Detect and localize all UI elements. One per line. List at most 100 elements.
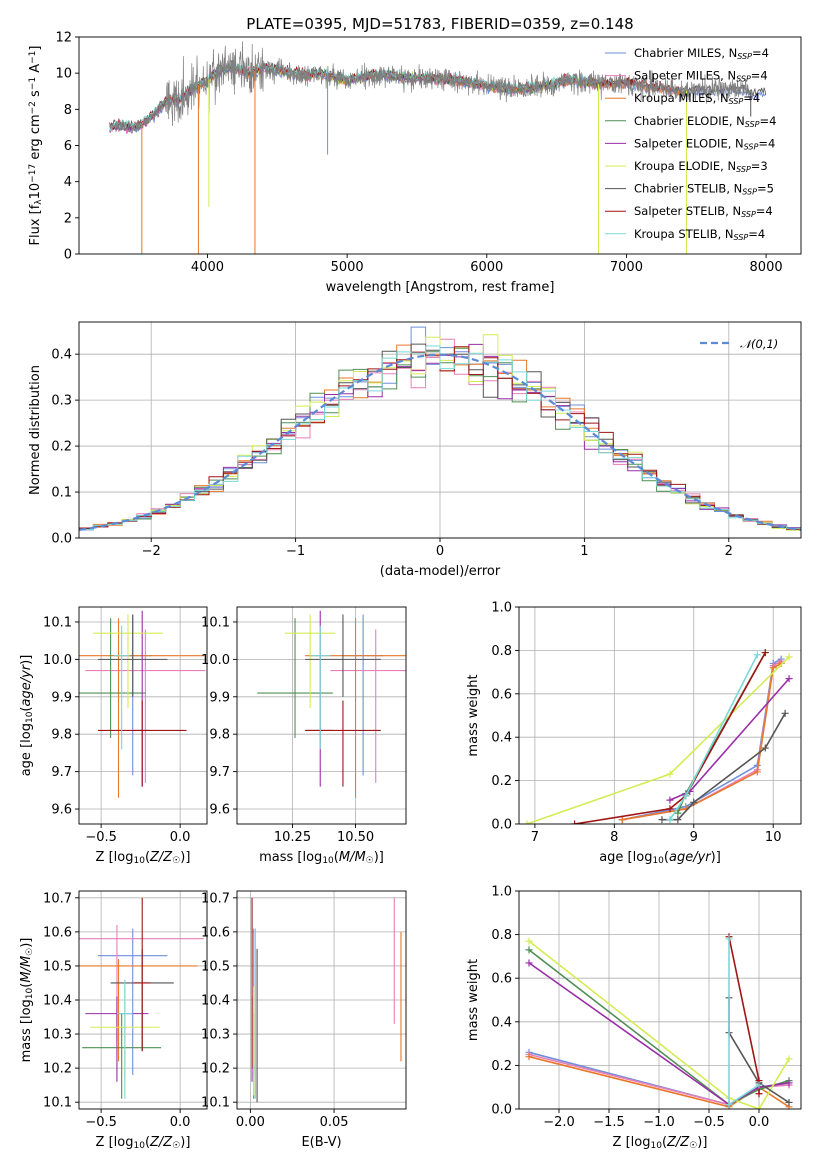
y-axis-label: Flux [fλ10−17 erg cm−2 s−1 A−1] <box>28 46 44 246</box>
label-part: )] <box>711 850 721 865</box>
x-tick-label: −1.5 <box>593 1115 625 1130</box>
x-axis-label: Z [log10(Z/Z☉)] <box>96 850 191 866</box>
weight-marker <box>690 798 698 806</box>
y-axis-label: mass [log10(M/M☉)] <box>19 938 35 1063</box>
label-part: s <box>28 90 43 101</box>
x-tick-label: 6000 <box>470 260 503 275</box>
weight-line <box>528 940 790 1109</box>
y-tick-label: 9.7 <box>209 765 230 780</box>
weight-marker <box>785 653 793 661</box>
weight-marker <box>666 796 674 804</box>
x-tick-label: −1.0 <box>643 1115 675 1130</box>
label-part: ( <box>664 850 669 865</box>
x-tick-label: 0.05 <box>320 1115 349 1130</box>
y-tick-label: 1.0 <box>491 601 512 616</box>
y-tick-label: 10.2 <box>43 1062 72 1077</box>
plot-spectrum: 4000 5000 6000 7000 8000 0 2 4 6 8 10 12 wavelength … <box>28 31 802 295</box>
y-tick-label: 0.0 <box>491 818 512 833</box>
weight-marker <box>666 816 674 824</box>
x-tick-label: 0.0 <box>170 1115 191 1130</box>
y-tick-label: 10.7 <box>43 891 72 906</box>
label-part: 10 <box>322 856 334 866</box>
label-part: 10 <box>650 1141 662 1151</box>
figure-title: PLATE=0395, MJD=51783, FIBERID=0359, z=0… <box>246 15 633 33</box>
y-tick-label: 0.4 <box>491 731 512 746</box>
y-tick-label: 9.6 <box>51 803 72 818</box>
y-tick-label: 0.6 <box>491 687 512 702</box>
label-part: )] <box>374 850 384 865</box>
y-tick-label: 0.0 <box>491 1103 512 1118</box>
x-axis-label: age [log10(age/yr)] <box>599 850 721 866</box>
x-axis-label: Z [log10(Z/Z☉)] <box>613 1135 708 1151</box>
legend-text: Salpeter ELODIE, N <box>634 136 744 150</box>
y-tick-label: 8 <box>64 103 72 118</box>
legend-label: Chabrier MILES, NSSP=4 <box>634 46 769 61</box>
y-tick-label: 10.1 <box>201 1096 230 1111</box>
legend-value: =4 <box>758 136 775 150</box>
legend-text: Salpeter MILES, N <box>634 69 736 83</box>
x-tick-label: 0.0 <box>749 1115 770 1130</box>
y-tick-label: 0.0 <box>51 532 72 547</box>
x-tick-label: −0.5 <box>693 1115 725 1130</box>
label-part: mass [log <box>19 999 34 1062</box>
x-tick-label: 7000 <box>610 260 643 275</box>
y-tick-label: 10.0 <box>201 653 230 668</box>
plot-area <box>257 610 406 798</box>
y-tick-label: 10.3 <box>201 1028 230 1043</box>
legend-text: Chabrier STELIB, N <box>634 182 742 196</box>
x-tick-label: 5000 <box>331 260 364 275</box>
label-part: Z/Z <box>666 1135 690 1150</box>
label-part: Z [log <box>613 1135 651 1150</box>
label-part: ☉ <box>172 856 180 866</box>
y-tick-label: 10.5 <box>201 959 230 974</box>
y-tick-label: 10.1 <box>43 1096 72 1111</box>
x-axis-label: Z [log10(Z/Z☉)] <box>96 1135 191 1151</box>
y-tick-label: 2 <box>64 211 72 226</box>
plot-age-vs-Z: −0.5 0.09.69.79.89.910.010.1Z [log10(Z/Z☉… <box>19 606 208 866</box>
y-tick-label: 9.6 <box>209 803 230 818</box>
legend-label: Salpeter STELIB, NSSP=4 <box>634 204 773 219</box>
data-spectrum <box>109 41 753 134</box>
legend-label: Chabrier STELIB, NSSP=5 <box>634 182 774 197</box>
weight-marker <box>785 1055 793 1063</box>
legend-subscript: SSP <box>736 75 751 84</box>
plot-residuals: −2 −1 0 1 2 0.0 0.1 0.2 0.3 0.4 (data-model)/error… <box>28 321 802 579</box>
legend-text: Kroupa ELODIE, N <box>634 159 736 173</box>
x-tick-label: −0.5 <box>85 1115 117 1130</box>
legend-subscript: SSP <box>737 52 752 61</box>
label-part: −17 <box>28 164 38 183</box>
label-part: age/yr <box>19 663 34 706</box>
label-part: mass weight <box>466 959 481 1041</box>
weight-marker <box>785 675 793 683</box>
y-tick-label: 9.9 <box>209 690 230 705</box>
legend-label: Salpeter MILES, NSSP=4 <box>634 69 768 84</box>
label-part: −2 <box>28 101 38 114</box>
y-axis-label: age [log10(age/yr)] <box>19 655 35 777</box>
legend-label: 𝒩(0,1) <box>740 337 778 351</box>
label-part: ( <box>334 850 339 865</box>
label-part: ( <box>19 707 34 712</box>
y-tick-label: 10.2 <box>201 1062 230 1077</box>
legend-text: Kroupa STELIB, N <box>634 227 734 241</box>
label-part: wavelength [Angstrom, rest frame] <box>326 280 555 295</box>
x-tick-label: 0.0 <box>170 830 191 845</box>
label-part: 10 <box>133 856 145 866</box>
x-axis-label: E(B-V) <box>301 1135 341 1150</box>
plot-area <box>79 326 801 531</box>
weight-marker <box>725 1101 733 1109</box>
y-tick-label: 0.3 <box>51 394 72 409</box>
label-part: Z [log <box>96 1135 134 1150</box>
weight-marker <box>525 946 533 954</box>
plot-massweight-vs-Z: −2.0 −1.5 −1.0 −0.5 0.0 0.0 0.2 0.4 0.6 0.8 1.0 Z [… <box>466 885 802 1151</box>
y-tick-label: 9.8 <box>51 728 72 743</box>
label-part: age [log <box>19 723 34 776</box>
y-tick-label: 9.8 <box>209 728 230 743</box>
y-tick-label: 0.2 <box>491 1059 512 1074</box>
weight-marker <box>674 816 682 824</box>
x-tick-label: 8000 <box>750 260 783 275</box>
legend-value: =4 <box>760 114 777 128</box>
y-tick-label: 0.8 <box>491 928 512 943</box>
y-tick-label: 9.9 <box>51 690 72 705</box>
y-tick-label: 10.5 <box>43 959 72 974</box>
x-tick-label: 4000 <box>191 260 224 275</box>
